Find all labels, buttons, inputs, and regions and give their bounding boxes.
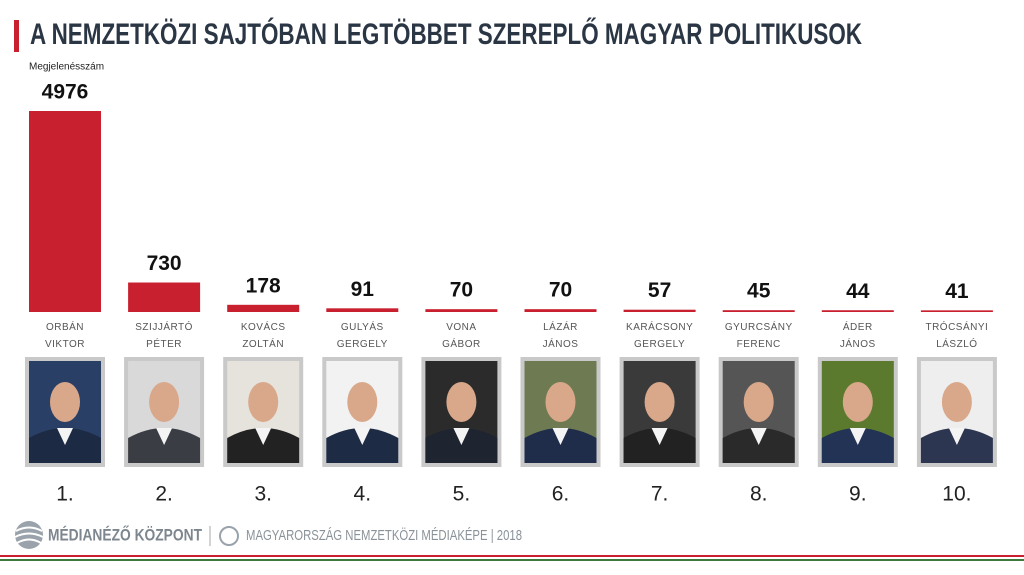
portrait-body bbox=[326, 428, 399, 463]
portrait-head bbox=[644, 382, 675, 422]
portrait-collar bbox=[57, 428, 73, 445]
rank-label: 4. bbox=[354, 483, 372, 506]
portrait-collar bbox=[948, 428, 965, 445]
portrait-body bbox=[128, 428, 201, 463]
portrait-collar bbox=[552, 428, 569, 445]
portrait-collar bbox=[156, 428, 173, 445]
value-label: 730 bbox=[147, 252, 182, 275]
category-label: KARÁCSONY GERGELY bbox=[626, 322, 694, 350]
portrait-body bbox=[29, 428, 101, 463]
portrait bbox=[619, 357, 700, 467]
footer-emblem bbox=[219, 526, 239, 546]
portrait-head bbox=[248, 382, 279, 422]
rank-label: 6. bbox=[552, 483, 570, 506]
bar bbox=[326, 308, 399, 312]
category-label: KOVÁCS ZOLTÁN bbox=[240, 322, 286, 350]
value-label: 70 bbox=[450, 279, 473, 302]
portrait bbox=[322, 357, 403, 467]
category-label: VONA GÁBOR bbox=[442, 322, 481, 350]
rank-label: 5. bbox=[453, 483, 471, 506]
portrait bbox=[916, 357, 997, 467]
portrait-head bbox=[842, 382, 873, 422]
portrait-head bbox=[149, 382, 180, 422]
portrait-head bbox=[50, 382, 80, 422]
portrait bbox=[223, 357, 304, 467]
portrait-head bbox=[545, 382, 576, 422]
bar bbox=[227, 304, 300, 312]
rank-label: 2. bbox=[155, 483, 173, 506]
portrait-body bbox=[425, 428, 498, 463]
portrait-head bbox=[941, 382, 972, 422]
portrait-collar bbox=[354, 428, 371, 445]
category-label: GYURCSÁNY FERENC bbox=[724, 322, 793, 350]
portrait bbox=[124, 357, 205, 467]
value-label: 41 bbox=[945, 280, 969, 303]
portrait-body bbox=[920, 428, 993, 463]
portrait bbox=[817, 357, 898, 467]
footer-caption: MAGYARORSZÁG NEMZETKÖZI MÉDIAKÉPE | 2018 bbox=[246, 526, 522, 544]
chart-title: A NEMZETKÖZI SAJTÓBAN LEGTÖBBET SZEREPLŐ… bbox=[30, 17, 862, 51]
value-label: 45 bbox=[747, 280, 771, 303]
bar bbox=[29, 111, 101, 312]
footer-logo bbox=[14, 521, 44, 549]
rank-label: 8. bbox=[750, 483, 768, 506]
portrait bbox=[718, 357, 799, 467]
category-label: LÁZÁR JÁNOS bbox=[542, 322, 579, 350]
value-label: 91 bbox=[351, 278, 375, 301]
portrait-collar bbox=[453, 428, 470, 445]
rank-label: 10. bbox=[942, 483, 971, 506]
bar bbox=[920, 310, 993, 312]
rank-label: 9. bbox=[849, 483, 867, 506]
portrait-head bbox=[743, 382, 774, 422]
category-label: SZIJJÁRTÓ PÉTER bbox=[135, 322, 193, 350]
rank-label: 7. bbox=[651, 483, 669, 506]
value-label: 44 bbox=[846, 280, 870, 303]
portrait-collar bbox=[651, 428, 668, 445]
bar bbox=[128, 282, 201, 312]
rank-label: 1. bbox=[56, 483, 74, 506]
value-label: 178 bbox=[246, 274, 281, 297]
bar bbox=[623, 309, 696, 312]
portrait-body bbox=[623, 428, 696, 463]
portrait-collar bbox=[255, 428, 272, 445]
bar bbox=[425, 309, 498, 312]
value-label: 57 bbox=[648, 279, 671, 302]
portrait-collar bbox=[750, 428, 767, 445]
portrait bbox=[520, 357, 601, 467]
value-label: 70 bbox=[549, 279, 572, 302]
portrait bbox=[25, 357, 105, 467]
portrait-body bbox=[524, 428, 597, 463]
rank-label: 3. bbox=[254, 483, 272, 506]
category-label: TRÓCSÁNYI LÁSZLÓ bbox=[925, 322, 989, 350]
footer-brand: MÉDIANÉZŐ KÖZPONT bbox=[48, 525, 202, 544]
category-label: ORBÁN VIKTOR bbox=[44, 322, 86, 350]
y-axis-label: Megjelenésszám bbox=[29, 62, 104, 73]
portrait-body bbox=[227, 428, 300, 463]
bar bbox=[524, 309, 597, 312]
portrait-body bbox=[821, 428, 894, 463]
portrait-head bbox=[446, 382, 477, 422]
bar bbox=[821, 310, 894, 312]
category-label: GULYÁS GERGELY bbox=[336, 322, 388, 350]
value-label: 4976 bbox=[42, 81, 89, 104]
portrait-body bbox=[722, 428, 795, 463]
bar bbox=[722, 310, 795, 312]
title-accent bbox=[14, 20, 19, 52]
portrait-collar bbox=[849, 428, 866, 445]
category-label: ÁDER JÁNOS bbox=[839, 322, 876, 350]
portrait-head bbox=[347, 382, 378, 422]
portrait bbox=[421, 357, 502, 467]
